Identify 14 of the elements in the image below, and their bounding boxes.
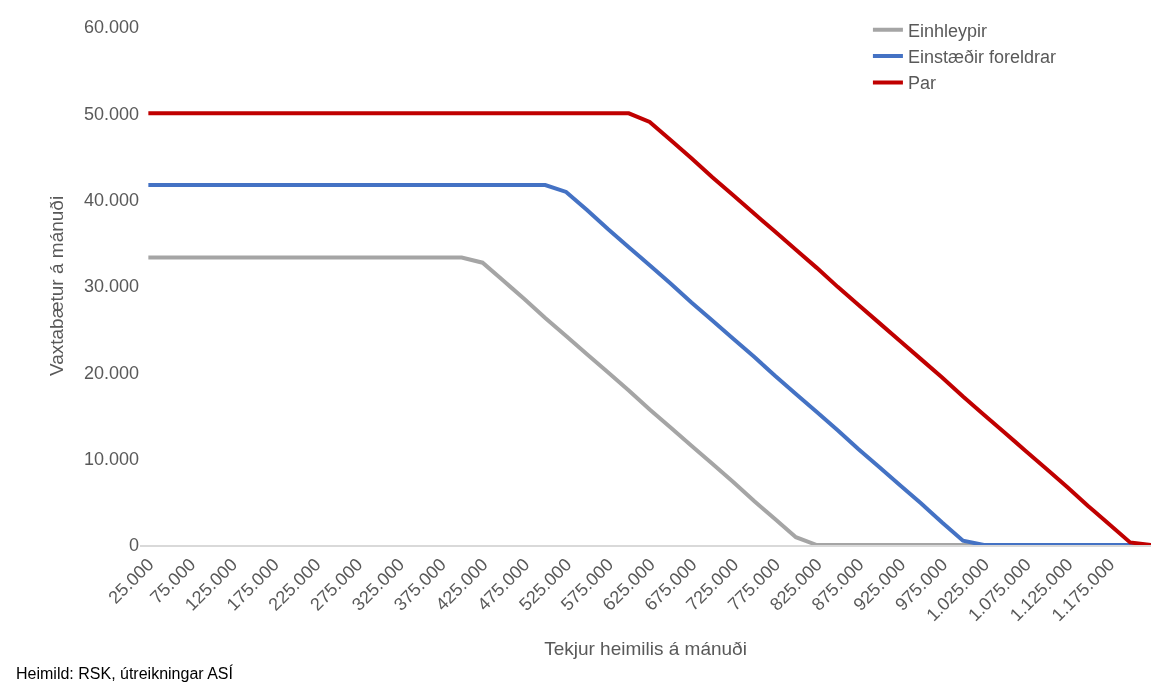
y-tick-label: 30.000	[83, 276, 139, 297]
y-tick-label: 20.000	[83, 362, 139, 383]
y-tick-label: 0	[128, 535, 139, 556]
x-axis-title: Tekjur heimilis á mánuði	[544, 638, 747, 660]
legend-label: Par	[907, 73, 936, 94]
y-tick-label: 60.000	[83, 17, 139, 38]
legend-label: Einhleypir	[907, 20, 987, 41]
y-tick-label: 50.000	[83, 103, 139, 124]
y-tick-label: 40.000	[83, 189, 139, 210]
line-series	[146, 111, 1151, 545]
text: Heimild: RSK, útreikningar ASÍ	[16, 664, 234, 682]
y-tick-label: 10.000	[83, 448, 139, 469]
y-axis-title: Vaxtabætur á mánuði	[45, 195, 67, 377]
legend-label: Einstæðir foreldrar	[907, 47, 1056, 68]
